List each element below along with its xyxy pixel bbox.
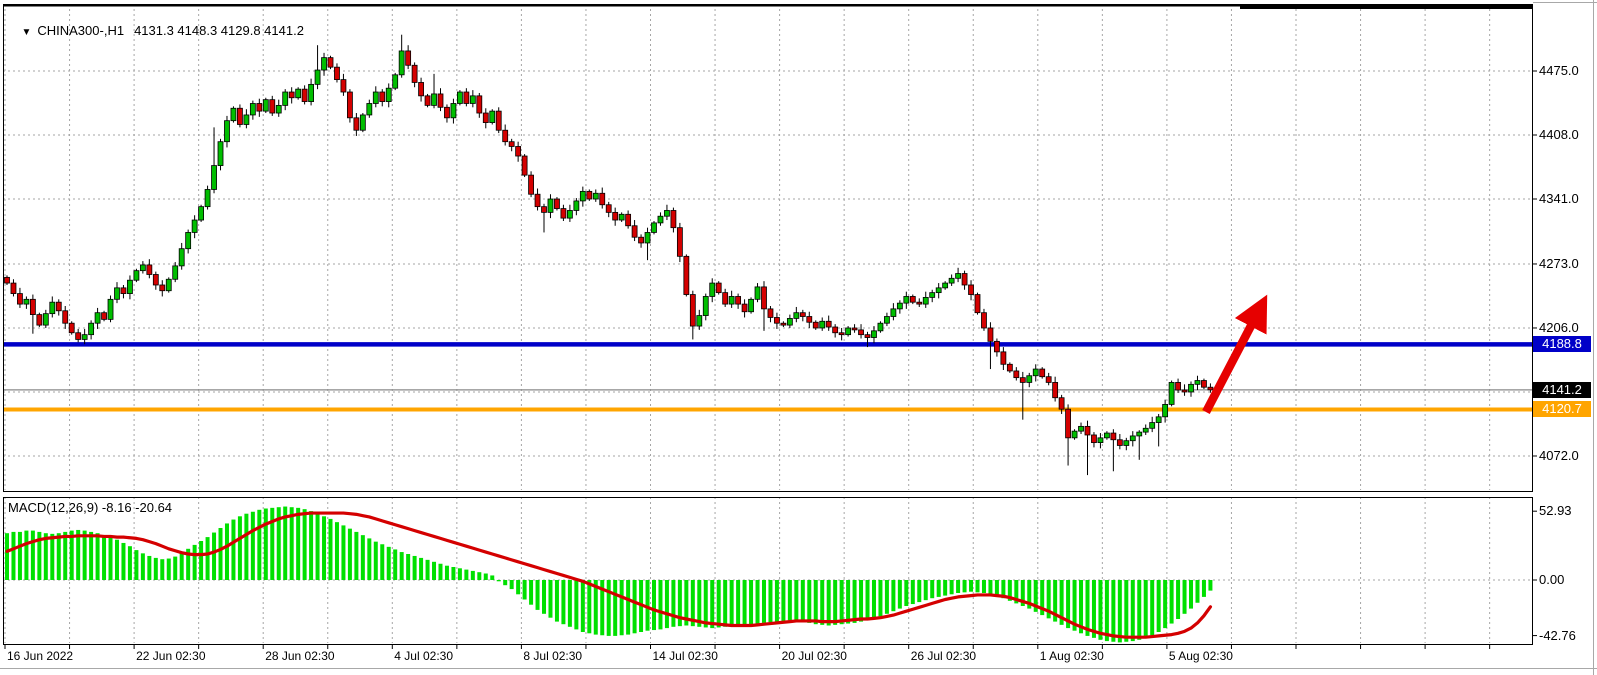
price-axis-label: 4273.0	[1539, 255, 1579, 271]
time-axis-label: 20 Jul 02:30	[781, 649, 847, 663]
macd-axis-label: 0.00	[1539, 572, 1565, 587]
window-top-edge	[1533, 2, 1597, 3]
price-axis-label: 4341.0	[1539, 191, 1579, 206]
time-axis-label: 4 Jul 02:30	[394, 649, 454, 663]
macd-axis-label: 52.93	[1539, 503, 1572, 519]
price-level-badge: 4141.2	[1533, 381, 1591, 398]
macd-axis-label: -42.76	[1539, 627, 1576, 643]
time-axis-label: 8 Jul 02:30	[523, 649, 583, 663]
macd-indicator-label: MACD(12,26,9) -8.16 -20.64	[8, 500, 173, 515]
price-level-badge: 4120.7	[1533, 401, 1591, 418]
time-axis-label: 5 Aug 02:30	[1168, 649, 1233, 663]
time-axis-label: 26 Jul 02:30	[910, 649, 977, 663]
window-bottom-edge	[0, 668, 1597, 669]
price-axis-label: 4072.0	[1539, 447, 1579, 463]
price-axis-label: 4206.0	[1539, 319, 1579, 335]
time-axis-label: 14 Jul 02:30	[652, 649, 718, 663]
price-axis-label: 4475.0	[1539, 63, 1579, 78]
time-axis-label: 22 Jun 02:30	[136, 649, 206, 663]
ohlc-values: 4131.3 4148.3 4129.8 4141.2	[134, 23, 304, 38]
scroll-position-indicator[interactable]	[1240, 4, 1532, 9]
time-axis-label: 16 Jun 2022	[7, 649, 74, 663]
time-axis-label: 28 Jun 02:30	[265, 649, 335, 663]
window-right-edge	[1593, 0, 1594, 675]
price-axis-label: 4408.0	[1539, 127, 1579, 142]
price-level-badge: 4188.8	[1533, 336, 1591, 353]
time-axis-label: 1 Aug 02:30	[1039, 649, 1104, 663]
chart-header: ▼ CHINA300-,H1 4131.3 4148.3 4129.8 4141.2	[7, 8, 304, 53]
symbol-period-label: CHINA300-,H1	[37, 23, 125, 38]
symbol-dropdown-icon[interactable]: ▼	[21, 27, 32, 38]
